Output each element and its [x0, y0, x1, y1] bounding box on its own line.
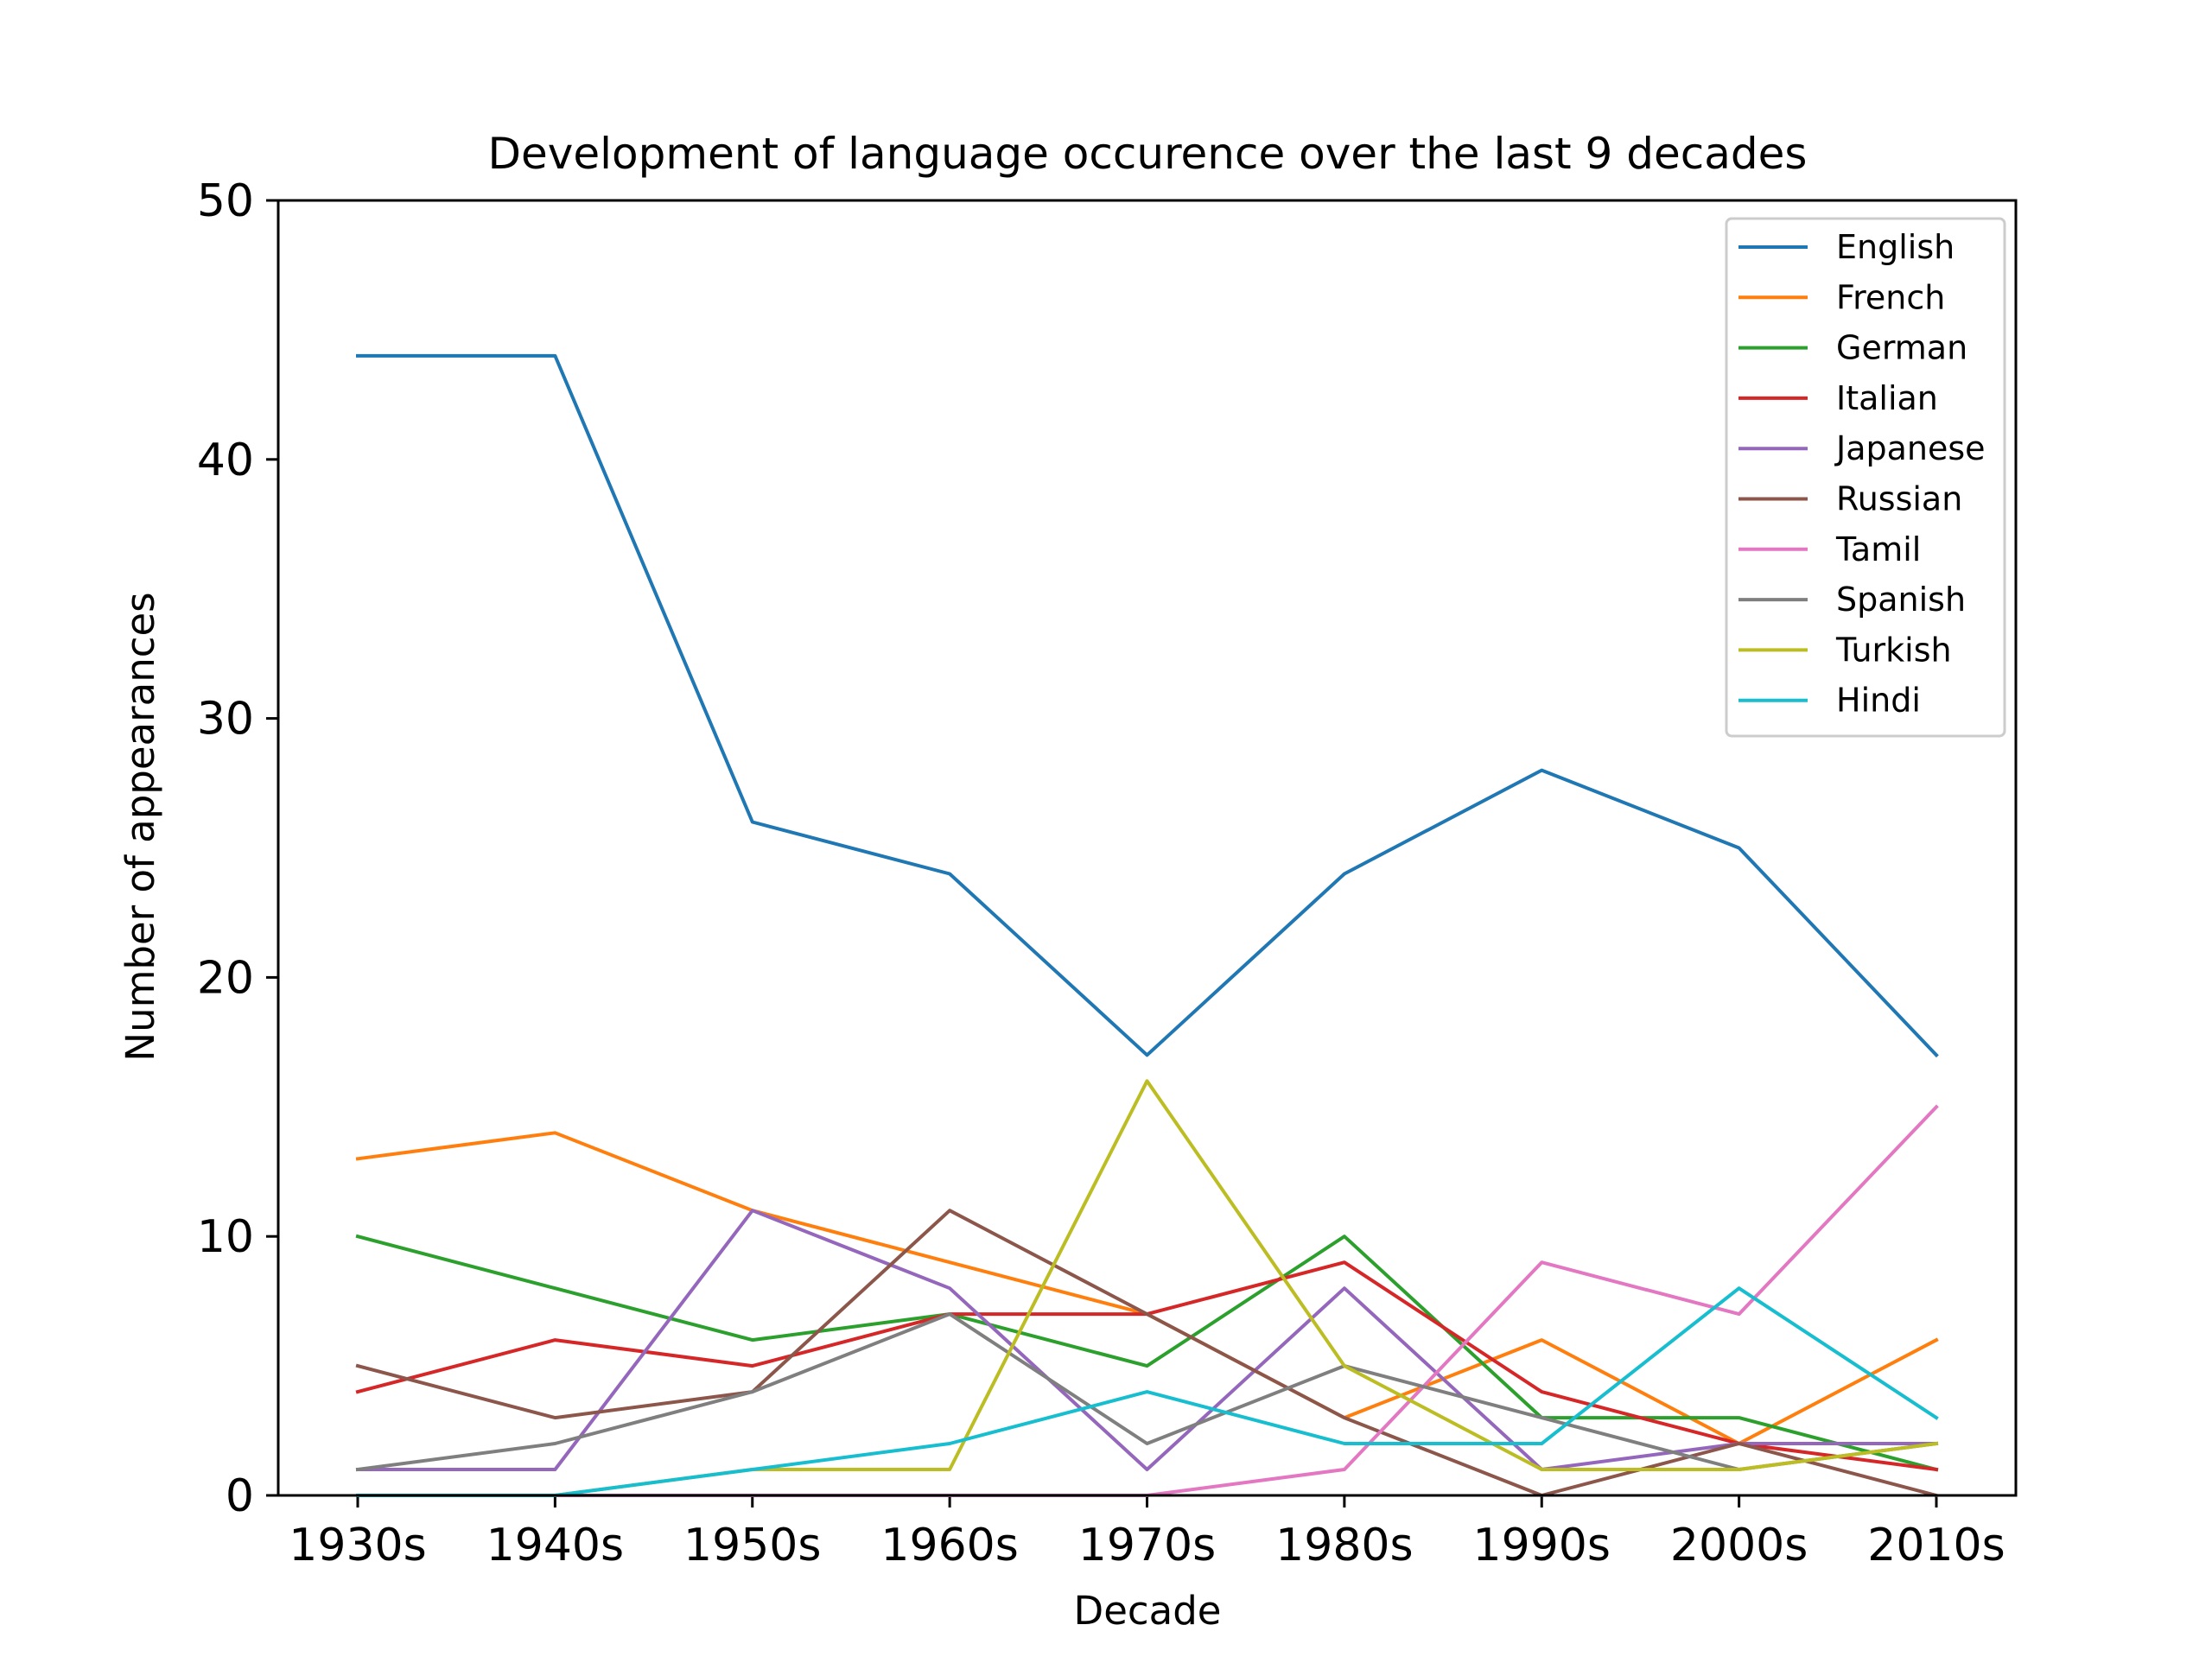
legend: English French German Italian Japanese Russia…	[1725, 217, 2006, 738]
legend-label: Hindi	[1836, 682, 1921, 720]
y-axis-label: Number of appearances	[118, 592, 163, 1061]
legend-label: French	[1836, 278, 1945, 316]
x-tick-label: 2000s	[1670, 1520, 1808, 1571]
x-tick-label: 1980s	[1275, 1520, 1413, 1571]
y-tick-label: 0	[226, 1470, 254, 1522]
x-tick-label: 1970s	[1078, 1520, 1216, 1571]
y-tick-label: 30	[197, 694, 254, 746]
series-line-english	[356, 353, 1939, 1058]
y-tick-label: 40	[197, 435, 254, 486]
x-tick-label: 1990s	[1473, 1520, 1611, 1571]
legend-label: English	[1836, 228, 1955, 266]
x-tick-label: 1930s	[289, 1520, 426, 1571]
series-line-spanish	[355, 1312, 1939, 1472]
legend-label: Turkish	[1835, 631, 1952, 669]
series-lines	[355, 353, 1939, 1498]
x-tick-label: 1940s	[486, 1520, 624, 1571]
y-tick-label: 20	[197, 952, 254, 1004]
legend-label: Tamil	[1835, 530, 1921, 568]
series-line-russian	[355, 1209, 1939, 1498]
x-tick-label: 2010s	[1867, 1520, 2005, 1571]
legend-label: German	[1836, 329, 1967, 367]
x-axis-label: Decade	[1074, 1588, 1222, 1634]
series-line-hindi	[356, 1286, 1939, 1497]
axis-ticks: 1930s 1940s 1950s 1960s 1970s 1980s 1990s 2000s…	[197, 175, 2005, 1571]
legend-label: Italian	[1836, 379, 1938, 417]
chart-title: Development of language occurence over t…	[488, 129, 1808, 179]
legend-label: Spanish	[1836, 581, 1966, 619]
x-tick-label: 1950s	[683, 1520, 821, 1571]
legend-label: Japanese	[1834, 429, 1986, 467]
plot-area-frame	[276, 199, 2018, 1497]
legend-label: Russian	[1836, 480, 1962, 518]
series-line-german	[355, 1234, 1939, 1472]
y-tick-label: 50	[197, 175, 254, 227]
y-tick-label: 10	[197, 1211, 254, 1263]
x-tick-label: 1960s	[880, 1520, 1018, 1571]
